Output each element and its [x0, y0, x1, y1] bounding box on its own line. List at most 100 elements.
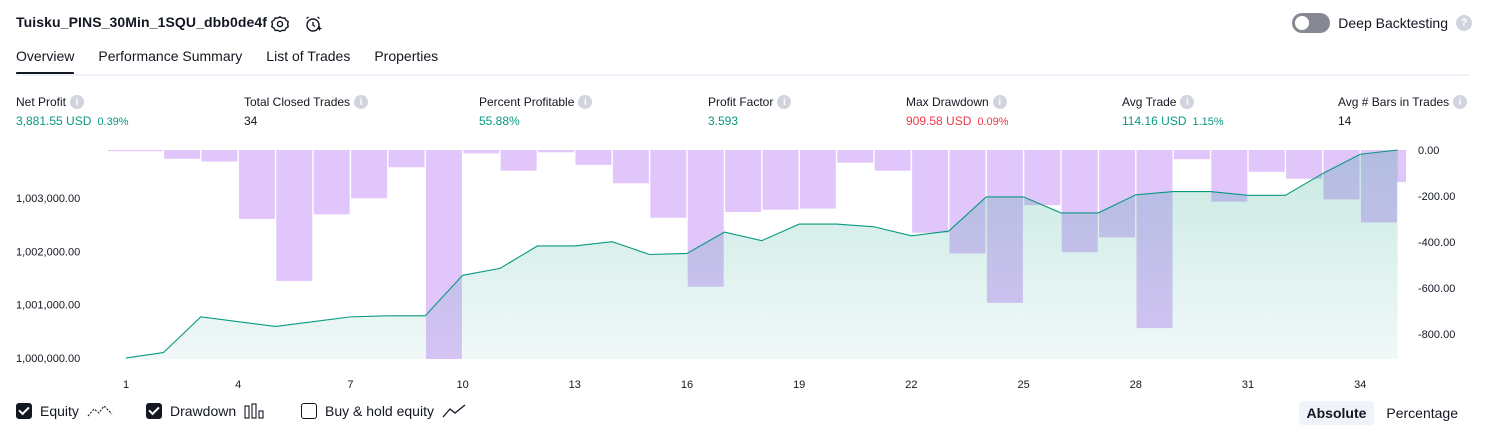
- equity-area: [126, 150, 1398, 359]
- equity-checkbox[interactable]: [16, 403, 32, 419]
- x-axis-tick: 34: [1354, 379, 1366, 391]
- equity-point[interactable]: [1359, 153, 1362, 156]
- equity-point[interactable]: [386, 314, 389, 317]
- metric-percent: 1.15%: [1192, 116, 1224, 128]
- info-icon[interactable]: i: [1453, 95, 1468, 109]
- info-icon[interactable]: i: [354, 95, 369, 109]
- equity-point[interactable]: [947, 229, 950, 232]
- info-icon[interactable]: i: [992, 95, 1007, 109]
- equity-point[interactable]: [1022, 195, 1025, 198]
- metric-value: 14: [1338, 114, 1352, 128]
- equity-point[interactable]: [1284, 194, 1287, 197]
- drawdown-bar[interactable]: [1286, 150, 1323, 179]
- absolute-mode-button[interactable]: Absolute: [1298, 401, 1375, 425]
- left-axis-tick: 1,002,000.00: [16, 246, 80, 258]
- drawdown-bar[interactable]: [201, 150, 238, 162]
- drawdown-bar[interactable]: [1024, 150, 1061, 206]
- x-axis-tick: 1: [123, 379, 129, 391]
- x-axis-tick: 16: [681, 379, 693, 391]
- tab-properties[interactable]: Properties: [374, 48, 439, 64]
- equity-point[interactable]: [1097, 211, 1100, 214]
- equity-point[interactable]: [1059, 211, 1062, 214]
- drawdown-bar[interactable]: [313, 150, 350, 215]
- tab-performance-summary[interactable]: Performance Summary: [98, 48, 243, 64]
- settings-gear-icon[interactable]: [270, 14, 290, 34]
- equity-point[interactable]: [349, 315, 352, 318]
- right-axis-tick: 0.00: [1418, 145, 1439, 157]
- metric-label: Profit Factor: [708, 95, 774, 109]
- equity-point[interactable]: [536, 244, 539, 247]
- equity-point[interactable]: [985, 195, 988, 198]
- tab-overview[interactable]: Overview: [16, 48, 75, 75]
- deep-backtesting-control: Deep Backtesting ?: [1292, 13, 1472, 33]
- equity-point[interactable]: [1321, 172, 1324, 175]
- equity-point[interactable]: [1134, 193, 1137, 196]
- drawdown-bar[interactable]: [388, 150, 425, 168]
- equity-point[interactable]: [1172, 190, 1175, 193]
- x-axis-tick: 25: [1017, 379, 1029, 391]
- equity-point[interactable]: [162, 351, 165, 354]
- tab-list-of-trades[interactable]: List of Trades: [266, 48, 351, 64]
- drawdown-checkbox[interactable]: [146, 403, 162, 419]
- legend-drawdown[interactable]: Drawdown: [146, 403, 266, 419]
- drawdown-bar[interactable]: [1173, 150, 1210, 160]
- equity-point[interactable]: [199, 315, 202, 318]
- equity-point[interactable]: [611, 240, 614, 243]
- legend-buy-hold-equity[interactable]: Buy & hold equity: [301, 403, 466, 419]
- drawdown-bar[interactable]: [1248, 150, 1285, 172]
- equity-point[interactable]: [910, 234, 913, 237]
- drawdown-bar[interactable]: [912, 150, 949, 233]
- equity-point[interactable]: [124, 356, 127, 359]
- equity-point[interactable]: [424, 314, 427, 317]
- tab-divider: [16, 74, 1470, 76]
- add-alert-clock-icon[interactable]: [303, 14, 323, 34]
- info-icon[interactable]: i: [70, 95, 85, 109]
- equity-point[interactable]: [648, 253, 651, 256]
- equity-drawdown-chart[interactable]: 1,000,000.00 1,001,000.00 1,002,000.00 1,00…: [0, 140, 1486, 395]
- drawdown-bar[interactable]: [108, 150, 163, 152]
- legend-equity-label: Equity: [40, 403, 79, 419]
- equity-point[interactable]: [723, 231, 726, 234]
- drawdown-bar[interactable]: [612, 150, 649, 184]
- info-icon[interactable]: i: [578, 95, 593, 109]
- info-icon[interactable]: i: [777, 95, 792, 109]
- equity-point[interactable]: [237, 320, 240, 323]
- drawdown-bar[interactable]: [351, 150, 388, 199]
- drawdown-bar[interactable]: [238, 150, 275, 219]
- drawdown-bar[interactable]: [874, 150, 911, 171]
- equity-point[interactable]: [1396, 148, 1399, 151]
- equity-point[interactable]: [685, 252, 688, 255]
- equity-point[interactable]: [311, 320, 314, 323]
- equity-point[interactable]: [461, 274, 464, 277]
- equity-point[interactable]: [1209, 190, 1212, 193]
- drawdown-bar[interactable]: [463, 150, 500, 154]
- drawdown-bar[interactable]: [500, 150, 537, 171]
- info-icon[interactable]: i: [1180, 95, 1195, 109]
- equity-point[interactable]: [274, 325, 277, 328]
- help-icon[interactable]: ?: [1456, 15, 1472, 31]
- percentage-mode-button[interactable]: Percentage: [1386, 405, 1458, 421]
- drawdown-bars-icon: [244, 403, 264, 419]
- metric-value: 114.16 USD: [1122, 114, 1187, 128]
- equity-point[interactable]: [573, 244, 576, 247]
- buy-hold-checkbox[interactable]: [301, 403, 317, 419]
- drawdown-bar[interactable]: [164, 150, 201, 159]
- drawdown-bar[interactable]: [538, 150, 575, 153]
- legend-equity[interactable]: Equity: [16, 403, 113, 419]
- equity-point[interactable]: [872, 225, 875, 228]
- drawdown-bar[interactable]: [276, 150, 313, 281]
- drawdown-bar[interactable]: [837, 150, 874, 163]
- equity-point[interactable]: [760, 239, 763, 242]
- equity-point[interactable]: [498, 267, 501, 270]
- drawdown-bar[interactable]: [762, 150, 799, 210]
- metric-percent-profitable: Percent Profitable i 55.88%: [479, 94, 593, 128]
- drawdown-bar[interactable]: [799, 150, 836, 209]
- right-axis-tick: -800.00: [1418, 329, 1455, 341]
- equity-point[interactable]: [1246, 194, 1249, 197]
- equity-point[interactable]: [798, 223, 801, 226]
- deep-backtesting-toggle[interactable]: [1292, 13, 1331, 33]
- equity-point[interactable]: [835, 223, 838, 226]
- drawdown-bar[interactable]: [650, 150, 687, 218]
- drawdown-bar[interactable]: [725, 150, 762, 213]
- drawdown-bar[interactable]: [575, 150, 612, 165]
